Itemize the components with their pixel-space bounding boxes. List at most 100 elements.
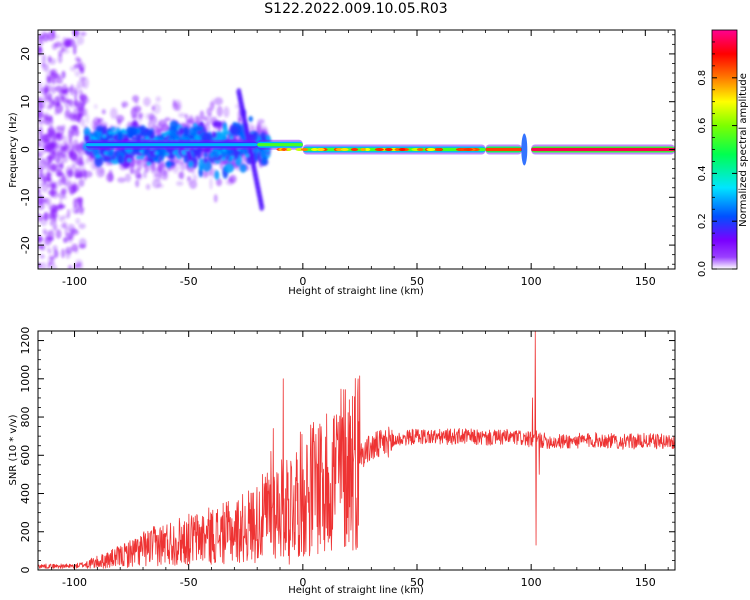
spectrogram-noise-blob [50, 209, 57, 217]
spectrogram-noise-blob [143, 97, 151, 107]
spectrogram-noise-blob [72, 45, 77, 55]
spectrogram-blob [222, 125, 228, 137]
spectrogram-noise-blob [195, 116, 200, 121]
spectrogram-noise-blob [62, 194, 67, 200]
spectrogram-noise-blob [94, 104, 98, 109]
ridge-highlight [398, 148, 406, 151]
spectrogram-noise-blob [57, 54, 63, 64]
spectrogram-noise-blob [203, 116, 209, 122]
spectrogram-noise-blob [58, 50, 63, 57]
spectrogram-peak [165, 152, 170, 156]
spectrogram-blob [239, 164, 247, 173]
spectrogram-noise-blob [55, 125, 63, 132]
spectrogram-noise-blob [55, 204, 62, 209]
ridge-highlight [374, 148, 384, 151]
spectrogram-noise-blob [38, 183, 41, 194]
spectrogram-noise-blob [73, 85, 81, 95]
spectrogram-blob [212, 120, 223, 128]
spectrogram-blob [166, 147, 177, 159]
spectrogram-noise-blob [71, 229, 80, 236]
spectrogram-blob [149, 148, 157, 158]
x-tick-label: -50 [180, 576, 198, 589]
spectrogram-noise-blob [64, 114, 71, 120]
spectrogram-blob [236, 124, 242, 135]
spectrogram-noise-blob [178, 112, 186, 118]
spectrogram-noise-blob [142, 170, 147, 179]
spectrogram-peak [102, 134, 107, 138]
spectrogram-noise-blob [179, 161, 186, 172]
spectrogram-disturbance [521, 133, 528, 166]
spectrogram-noise-blob [228, 177, 235, 182]
ridge-highlight [335, 148, 343, 151]
ridge-core-3 [485, 147, 522, 152]
spectrogram-noise-blob [75, 170, 79, 180]
spectrogram-noise-blob [71, 129, 81, 137]
snr-ticks: -100 -50 0 50 100 150 0 200 400 600 800 1000 1200 [19, 327, 675, 589]
spectrogram-peak [193, 123, 198, 127]
spectrogram-noise-blob [38, 214, 43, 222]
spectrogram-noise-blob [42, 139, 50, 144]
spectrogram-blob [233, 148, 239, 160]
spectrogram-noise-blob [56, 171, 64, 176]
ridge-highlight [340, 148, 349, 151]
spectrogram-peak [154, 151, 159, 155]
spectrogram-noise-blob [151, 105, 156, 111]
spectrogram-peak [166, 130, 171, 135]
y-tick-label: -20 [19, 236, 32, 254]
x-tick-label: 50 [410, 275, 424, 288]
spectrogram-noise-blob [66, 169, 70, 175]
spectrogram-noise-blob [38, 173, 44, 182]
spectrogram-noise-blob [138, 112, 144, 119]
spectrogram-noise-blob [38, 104, 45, 110]
spectrogram-noise-blob [43, 90, 48, 99]
spectrogram-noise-blob [72, 125, 78, 131]
spectrogram-noise-blob [38, 127, 43, 136]
spectrogram-noise-blob [51, 154, 56, 161]
spectrogram-peak [104, 151, 108, 155]
spectrogram-noise-blob [65, 249, 71, 259]
y-tick-label: 0 [19, 567, 32, 574]
spectrogram-blob [158, 149, 164, 155]
x-tick-label: 0 [299, 576, 306, 589]
spectrogram-noise-blob [61, 124, 66, 131]
spectrogram-noise-blob [74, 63, 80, 69]
y-tick-label: 600 [19, 445, 32, 466]
colorbar-tick-label: 0.2 [697, 213, 708, 229]
spectrogram-noise-blob [55, 101, 60, 107]
spectrogram-noise-blob [68, 183, 76, 193]
ridge-highlight [350, 148, 359, 151]
spectrogram-noise-blob [38, 34, 45, 41]
spectrogram-blob [92, 147, 101, 157]
spectrogram-blob [117, 154, 123, 165]
spectrogram-noise-blob [77, 206, 85, 212]
ridge-highlight [286, 148, 292, 151]
spectrogram-noise-blob [45, 165, 53, 172]
spectrogram-noise-blob [134, 159, 142, 165]
spectrogram-image [38, 30, 675, 269]
spectrogram-noise-blob [216, 178, 222, 187]
spectrogram-noise-blob [80, 31, 87, 36]
spectrogram-ridge [85, 133, 675, 166]
spectrogram-noise-blob [38, 140, 41, 148]
spectrogram-noise-blob [61, 221, 68, 229]
spectrogram-noise-blob [110, 107, 118, 120]
spectrogram-noise-blob [130, 168, 136, 175]
spectrogram-noise-blob [61, 70, 66, 79]
spectrogram-noise-blob [199, 110, 205, 121]
spectrogram-noise-blob [77, 80, 85, 88]
y-tick-label: 20 [19, 47, 32, 61]
spectrogram-noise-blob [131, 159, 135, 168]
ridge-highlight [384, 148, 393, 151]
spectrogram-noise-blob [211, 98, 215, 108]
x-tick-label: 100 [521, 275, 542, 288]
spectrogram-noise-blob [68, 265, 73, 269]
spectrogram-blob [248, 116, 253, 122]
spectrogram-noise-blob [38, 149, 45, 157]
colorbar-tick-label: 0.0 [697, 261, 708, 277]
spectrogram-peak [112, 131, 117, 135]
spectrogram-noise-blob [209, 177, 213, 190]
colorbar-tick-label: 0.4 [697, 165, 708, 181]
spectrogram-noise-blob [117, 119, 122, 125]
colorbar-tick-label: 0.8 [697, 70, 708, 86]
